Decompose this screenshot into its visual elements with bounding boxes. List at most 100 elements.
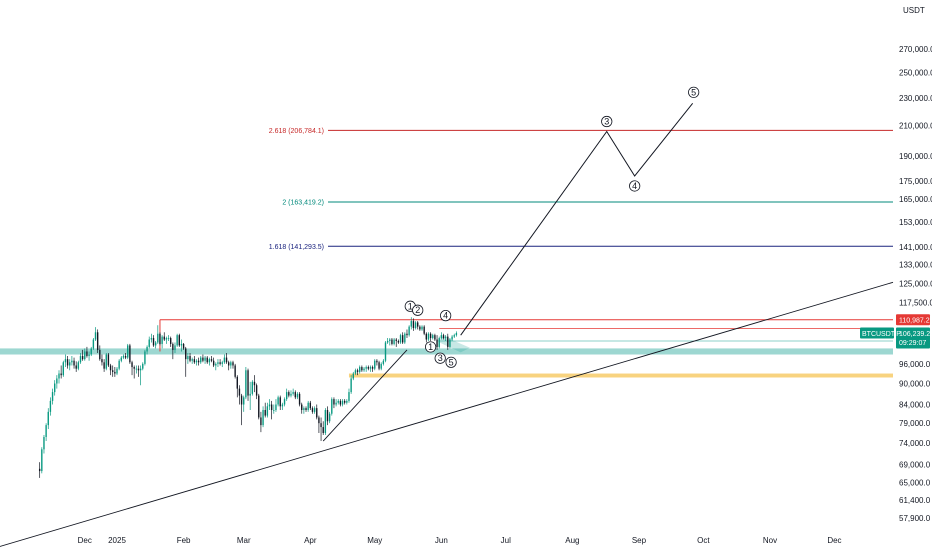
candle-body	[152, 338, 155, 346]
wave-circle	[440, 310, 452, 322]
candle	[320, 417, 322, 442]
candle	[258, 393, 260, 420]
time-tick: Dec	[78, 536, 92, 545]
candle-body	[356, 370, 359, 372]
candle-body	[227, 362, 230, 366]
wave-number: 3	[438, 353, 443, 363]
candle	[152, 335, 155, 347]
candle-body	[397, 340, 400, 343]
candle-body	[275, 404, 277, 410]
wave-number: 1	[428, 342, 433, 352]
candle-body	[320, 423, 322, 428]
candle-body	[94, 332, 97, 340]
candle	[148, 336, 150, 349]
candle	[94, 327, 97, 341]
candle	[354, 368, 357, 376]
candle-body	[354, 370, 357, 374]
candle-body	[135, 368, 138, 370]
candle	[189, 352, 191, 363]
candle-body	[363, 368, 365, 371]
candle-body	[307, 402, 309, 410]
candle-body	[406, 333, 408, 336]
resistance-price-tag: 110,987.2	[896, 314, 930, 326]
candle	[54, 380, 56, 396]
candle-body	[399, 335, 402, 343]
candle-body	[86, 351, 88, 357]
candle	[382, 359, 385, 366]
candle	[139, 365, 142, 386]
candle-body	[146, 346, 148, 352]
candle	[374, 359, 376, 371]
candle-body	[391, 339, 393, 344]
candle-body	[311, 408, 314, 412]
candle	[245, 367, 247, 400]
candle-body	[455, 333, 458, 336]
candle-body	[221, 362, 223, 364]
candle	[376, 359, 378, 366]
wave-circle	[445, 356, 457, 368]
candle-body	[62, 362, 64, 376]
candle-body	[451, 336, 453, 340]
candle	[112, 365, 114, 377]
time-tick: Aug	[565, 536, 579, 545]
price-tick: 57,900.0	[899, 514, 931, 523]
candle-body	[440, 335, 443, 339]
price-tick: 165,000.0	[899, 195, 932, 204]
candle	[84, 348, 86, 361]
candle-body	[374, 360, 376, 369]
candle-body	[438, 338, 440, 347]
candle	[232, 360, 234, 369]
candle	[419, 325, 421, 331]
candle-body	[189, 356, 191, 361]
candle	[137, 365, 140, 377]
candle-body	[277, 397, 279, 405]
candle	[322, 421, 324, 435]
wave-circle	[688, 86, 700, 98]
price-tick: 65,000.0	[899, 479, 931, 488]
wave-circle	[412, 304, 424, 316]
candle	[255, 383, 258, 400]
candle	[305, 406, 307, 412]
wave-circle	[425, 341, 437, 353]
candle-body	[393, 339, 395, 344]
candle-body	[202, 357, 204, 361]
candle	[96, 329, 99, 353]
fibonacci-levels: 2.618 (206,784.1) 2 (163,419.2) 1.618 (141…	[269, 128, 893, 251]
candle	[264, 402, 266, 418]
candle	[187, 352, 189, 364]
time-tick: Nov	[763, 536, 777, 545]
candle-body	[352, 373, 354, 379]
candle-body	[81, 356, 84, 360]
candle-body	[316, 408, 318, 418]
candle-body	[427, 333, 430, 340]
candle-body	[157, 333, 159, 343]
candle	[195, 359, 198, 366]
candle	[444, 335, 447, 341]
candle-body	[258, 395, 260, 418]
wave-circle	[629, 180, 641, 192]
candle-body	[279, 397, 281, 407]
candle	[363, 367, 365, 372]
candle-body	[148, 339, 150, 347]
candle-body	[245, 370, 247, 398]
candle	[432, 333, 434, 340]
resistance-tag-bg	[896, 314, 930, 326]
price-tick: 210,000.0	[899, 122, 932, 131]
candle	[434, 333, 436, 341]
candle	[167, 335, 170, 341]
candle	[371, 365, 374, 372]
candle-body	[449, 339, 451, 347]
candle	[66, 356, 69, 369]
candle-body	[255, 385, 258, 396]
candle-body	[270, 404, 273, 410]
candle-body	[38, 468, 41, 472]
candle	[77, 360, 80, 371]
candle	[449, 338, 451, 349]
candle	[451, 335, 453, 341]
price-tick: 69,000.0	[899, 460, 931, 469]
fib-label: 2 (163,419.2)	[282, 199, 324, 206]
candle	[131, 360, 133, 376]
candle	[417, 321, 419, 330]
